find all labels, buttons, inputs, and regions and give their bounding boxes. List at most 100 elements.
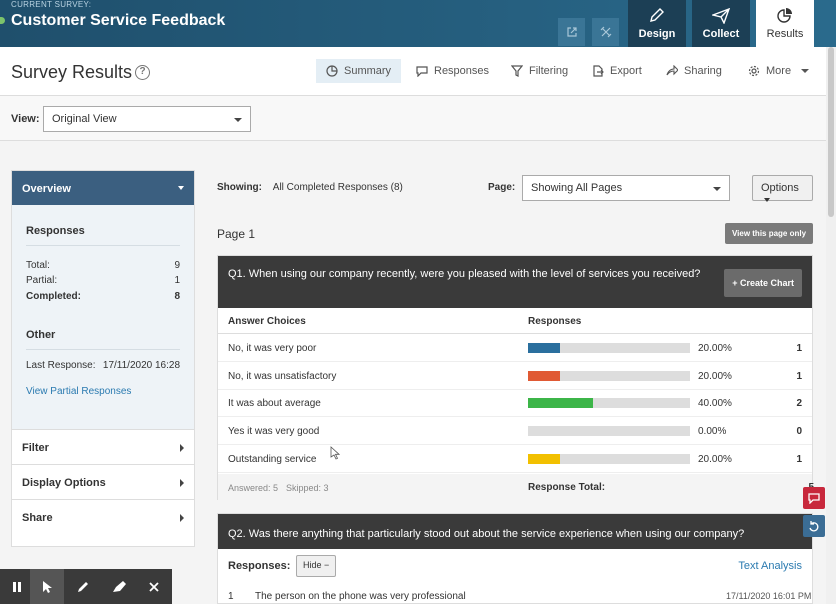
- page-select-value: Showing All Pages: [531, 182, 623, 194]
- pen-button[interactable]: [66, 569, 100, 604]
- other-heading: Other: [26, 329, 56, 341]
- view-select-value: Original View: [52, 113, 117, 125]
- nav-results[interactable]: Results: [756, 0, 814, 47]
- answered-count: Answered: 5: [228, 483, 279, 493]
- last-response-label: Last Response:: [26, 360, 96, 371]
- mouse-cursor-icon: [330, 446, 340, 460]
- view-select[interactable]: Original View: [43, 106, 251, 132]
- response-bar-fill: [528, 453, 561, 464]
- page-heading: Page 1: [217, 227, 256, 241]
- text-analysis-link[interactable]: Text Analysis: [738, 560, 802, 572]
- hide-button[interactable]: Hide −: [296, 555, 337, 577]
- col-answer-choices: Answer Choices: [228, 316, 306, 327]
- cursor-icon: [43, 580, 52, 593]
- minus-icon: −: [324, 560, 330, 570]
- pencil-icon: [650, 7, 664, 22]
- paper-plane-icon: [712, 7, 730, 24]
- total-row: Total: 9: [26, 260, 180, 271]
- responses-heading: Responses: [26, 225, 85, 237]
- create-chart-button[interactable]: + Create Chart: [724, 269, 802, 297]
- response-count: 1: [796, 343, 802, 354]
- chevron-right-icon: [180, 444, 184, 452]
- export-icon: [593, 65, 604, 77]
- filter-icon: [511, 65, 523, 77]
- gear-icon: [748, 65, 760, 77]
- view-this-page-only-button[interactable]: View this page only: [725, 223, 813, 244]
- current-survey-label: CURRENT SURVEY:: [11, 0, 92, 9]
- response-bar-fill: [528, 370, 561, 381]
- tab-summary-label: Summary: [344, 65, 392, 77]
- response-percent: 40.00%: [698, 398, 732, 410]
- feedback-button[interactable]: [803, 487, 825, 509]
- overview-header[interactable]: Overview: [12, 171, 194, 205]
- response-percent: 20.00%: [698, 343, 732, 354]
- display-options-accordion[interactable]: Display Options: [12, 464, 194, 499]
- tab-export-label: Export: [610, 65, 642, 77]
- highlighter-button[interactable]: [102, 569, 136, 604]
- close-icon: [149, 581, 159, 592]
- options-label: Options: [761, 182, 799, 194]
- overview-panel: Responses Total: 9 Partial: 1 Completed:…: [12, 205, 194, 429]
- undo-button[interactable]: [803, 515, 825, 537]
- tab-export[interactable]: Export: [582, 59, 652, 83]
- nav-design[interactable]: Design: [628, 0, 686, 47]
- page-select[interactable]: Showing All Pages: [522, 175, 730, 201]
- divider: [26, 245, 180, 246]
- completed-value: 8: [174, 291, 180, 302]
- nav-collect[interactable]: Collect: [692, 0, 750, 47]
- tools-button[interactable]: [592, 18, 619, 46]
- partial-value: 1: [174, 275, 180, 286]
- tab-responses[interactable]: Responses: [406, 59, 499, 83]
- response-bar-fill: [528, 343, 561, 353]
- table-row: Yes it was very good 0.00% 0: [218, 417, 812, 446]
- pause-icon: [13, 581, 21, 592]
- nav-collect-label: Collect: [702, 27, 740, 40]
- options-button[interactable]: Options: [752, 175, 813, 203]
- chevron-down-icon: [764, 198, 770, 203]
- response-date: 17/11/2020 16:01 PM: [726, 591, 812, 601]
- create-chart-label: Create Chart: [739, 278, 794, 288]
- response-bar-fill: [528, 398, 593, 409]
- close-button[interactable]: [137, 569, 171, 604]
- scrollbar[interactable]: [826, 47, 836, 604]
- tab-summary[interactable]: Summary: [316, 59, 402, 83]
- table-header: Answer Choices Responses: [218, 308, 812, 334]
- answer-choice: It was about average: [228, 398, 321, 410]
- tab-filtering-label: Filtering: [529, 65, 569, 77]
- view-partial-responses-link[interactable]: View Partial Responses: [26, 386, 132, 397]
- response-count: 2: [796, 398, 802, 410]
- question-text: Q1. When using our company recently, wer…: [228, 268, 701, 280]
- showing-label: Showing:: [217, 182, 262, 193]
- col-responses: Responses: [528, 316, 582, 327]
- sidebar: Overview Responses Total: 9 Partial: 1 C…: [11, 170, 195, 547]
- tab-sharing[interactable]: Sharing: [656, 59, 732, 83]
- table-footer: Answered: 5 Skipped: 3 Response Total: 5: [218, 474, 814, 501]
- pause-button[interactable]: [0, 569, 34, 604]
- last-response-row: Last Response: 17/11/2020 16:28: [26, 360, 180, 371]
- comment-icon: [416, 66, 428, 77]
- response-percent: 0.00%: [698, 426, 727, 438]
- table-row: It was about average 40.00% 2: [218, 389, 812, 418]
- survey-title[interactable]: Customer Service Feedback: [11, 12, 226, 29]
- share-accordion[interactable]: Share: [12, 499, 194, 534]
- external-link-icon: [566, 27, 577, 37]
- pencil-icon: [78, 581, 88, 592]
- tools-icon: [600, 26, 611, 38]
- response-bar: [528, 398, 690, 409]
- showing-info: Showing: All Completed Responses (8): [217, 182, 403, 193]
- chevron-down-icon: [801, 69, 810, 73]
- answer-choice: No, it was very poor: [228, 343, 317, 354]
- response-count: 1: [796, 370, 802, 382]
- help-icon[interactable]: ?: [135, 65, 150, 80]
- chevron-down-icon: [234, 118, 242, 122]
- page-label: Page:: [488, 182, 516, 193]
- share-icon: [666, 65, 678, 76]
- pointer-button[interactable]: [30, 569, 64, 604]
- results-header: Survey Results ? Summary Responses Filte…: [0, 47, 826, 96]
- tab-more[interactable]: More: [738, 59, 819, 83]
- hide-label: Hide: [303, 560, 322, 570]
- tab-filtering[interactable]: Filtering: [501, 59, 578, 83]
- scrollbar-thumb[interactable]: [828, 47, 834, 217]
- filter-accordion[interactable]: Filter: [12, 429, 194, 464]
- external-link-button[interactable]: [558, 18, 585, 46]
